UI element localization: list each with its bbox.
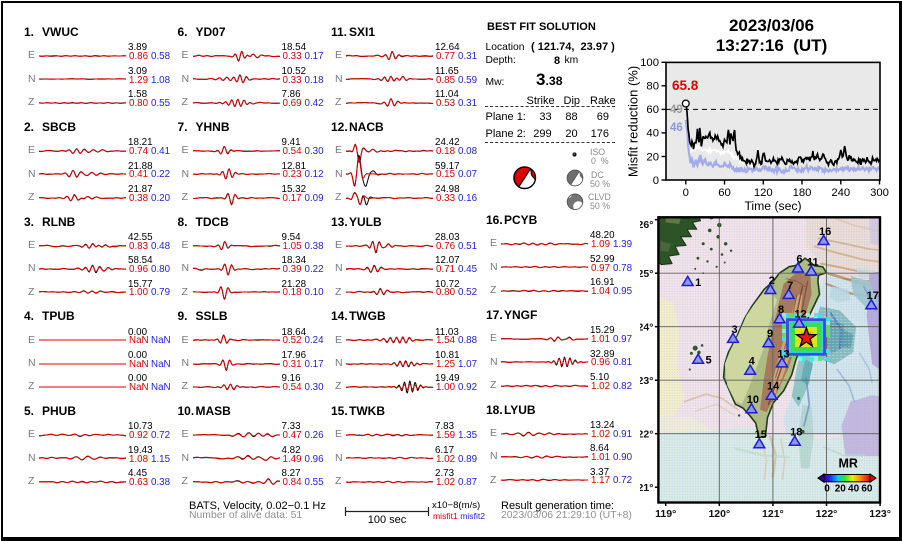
svg-text:23°: 23°	[640, 375, 653, 387]
svg-text:18: 18	[790, 427, 802, 439]
svg-text:120°: 120°	[708, 508, 730, 520]
svg-text:1: 1	[695, 277, 701, 289]
svg-text:21°: 21°	[640, 482, 653, 494]
svg-text:11: 11	[807, 257, 819, 269]
svg-text:20: 20	[646, 151, 659, 163]
svg-text:Time (sec): Time (sec)	[744, 199, 801, 213]
svg-text:9: 9	[767, 328, 773, 340]
svg-text:MR: MR	[839, 457, 858, 471]
svg-text:0: 0	[653, 175, 659, 187]
svg-text:240: 240	[831, 187, 850, 199]
svg-text:5: 5	[706, 355, 712, 367]
svg-text:0: 0	[824, 484, 830, 495]
svg-text:120: 120	[754, 187, 773, 199]
svg-text:4: 4	[749, 356, 756, 368]
svg-text:10: 10	[747, 394, 759, 406]
svg-text:25°: 25°	[640, 268, 653, 280]
svg-text:123°: 123°	[869, 508, 891, 520]
svg-text:15: 15	[755, 429, 767, 441]
svg-text:16: 16	[819, 226, 831, 238]
svg-text:40: 40	[646, 128, 659, 140]
svg-text:8: 8	[778, 304, 784, 316]
svg-text:20: 20	[835, 484, 847, 495]
svg-text:121°: 121°	[762, 508, 784, 520]
svg-text:17: 17	[867, 290, 879, 302]
svg-text:100: 100	[640, 57, 659, 69]
svg-text:119°: 119°	[655, 508, 676, 520]
svg-text:26°: 26°	[640, 219, 653, 231]
svg-text:3: 3	[731, 324, 737, 336]
svg-text:60: 60	[861, 484, 873, 495]
svg-text:2: 2	[769, 275, 775, 287]
svg-text:14: 14	[767, 381, 780, 393]
svg-text:13: 13	[777, 348, 789, 360]
svg-text:60: 60	[718, 187, 731, 199]
svg-text:180: 180	[793, 187, 812, 199]
svg-text:24°: 24°	[640, 322, 653, 334]
svg-text:80: 80	[646, 81, 659, 93]
svg-text:40: 40	[848, 484, 860, 495]
svg-text:122°: 122°	[816, 508, 838, 520]
svg-text:300: 300	[870, 187, 889, 199]
svg-text:0: 0	[683, 187, 689, 199]
svg-text:22°: 22°	[640, 429, 653, 441]
svg-text:7: 7	[787, 280, 793, 292]
svg-text:60: 60	[646, 104, 659, 116]
svg-text:6: 6	[796, 253, 802, 265]
svg-text:12: 12	[794, 309, 806, 321]
